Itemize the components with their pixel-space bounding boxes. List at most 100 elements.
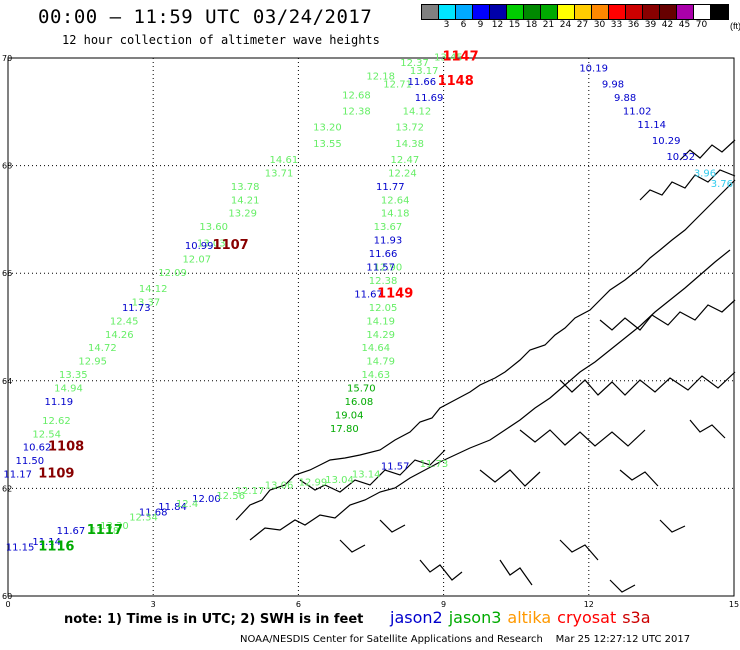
wave-height-value: 19.04 bbox=[335, 410, 364, 421]
x-tick-label: 0 bbox=[5, 600, 10, 609]
wave-height-value: 12.38 bbox=[342, 106, 371, 117]
wave-height-value: 14.61 bbox=[270, 155, 299, 166]
legend-label: 45 bbox=[678, 20, 691, 30]
x-tick-label: 3 bbox=[151, 600, 156, 609]
wave-height-value: 11.17 bbox=[3, 470, 32, 481]
x-tick-label: 9 bbox=[441, 600, 446, 609]
y-tick-label: 62 bbox=[2, 484, 12, 493]
legend-unit: (ft) bbox=[730, 21, 740, 31]
wave-height-value: 11.14 bbox=[637, 120, 666, 131]
legend-label: 18 bbox=[525, 20, 538, 30]
pass-cycle-label: 1148 bbox=[438, 74, 474, 89]
wave-height-value: 11.93 bbox=[374, 236, 403, 247]
wave-height-value: 12.37 bbox=[400, 58, 429, 69]
wave-height-value: 11.02 bbox=[623, 106, 652, 117]
legend-swatch bbox=[626, 5, 643, 19]
map-frame bbox=[7, 57, 735, 597]
wave-height-value: 12.62 bbox=[42, 416, 71, 427]
footnote: note: 1) Time is in UTC; 2) SWH is in fe… bbox=[64, 612, 364, 627]
wave-height-value: 14.21 bbox=[231, 195, 260, 206]
wave-height-value: 13.67 bbox=[374, 222, 403, 233]
wave-height-value: 14.26 bbox=[105, 330, 134, 341]
legend-swatch bbox=[609, 5, 626, 19]
wave-height-value: 11.77 bbox=[376, 182, 405, 193]
legend-label: 12 bbox=[491, 20, 504, 30]
wave-height-value: 12.47 bbox=[391, 155, 420, 166]
x-tick-label: 15 bbox=[729, 600, 739, 609]
wave-height-value: 10.99 bbox=[185, 241, 214, 252]
pass-cycle-label: 1116 bbox=[38, 539, 74, 554]
coastline bbox=[235, 139, 736, 593]
wave-height-value: 13.20 bbox=[313, 123, 342, 134]
wave-height-value: 11.19 bbox=[44, 397, 73, 408]
wave-height-value: 14.79 bbox=[366, 357, 395, 368]
legend-label: 70 bbox=[695, 20, 708, 30]
wave-height-value: 12.71 bbox=[383, 80, 412, 91]
wave-height-value: 12.90 bbox=[374, 263, 403, 274]
legend-labels: 3 6 9 12 15 18 21 24 27 30 33 36 39 42 45 70 bbox=[421, 20, 729, 30]
wave-height-value: 12.54 bbox=[32, 429, 61, 440]
wave-height-value: 12.07 bbox=[182, 254, 211, 265]
wave-height-value: 14.72 bbox=[88, 343, 117, 354]
legend-label: 3 bbox=[443, 20, 450, 30]
wave-height-value: 13.60 bbox=[199, 222, 228, 233]
pass-cycle-label: 1117 bbox=[87, 523, 123, 538]
wave-height-value: 11.67 bbox=[57, 526, 86, 537]
wave-height-value: 11.66 bbox=[407, 77, 436, 88]
wave-height-value: 10.62 bbox=[23, 443, 52, 454]
wave-height-value: 13.71 bbox=[265, 168, 294, 179]
wave-height-value: 10.29 bbox=[652, 136, 681, 147]
wave-height-value: 11.57 bbox=[366, 263, 395, 274]
wave-height-value: 12.09 bbox=[158, 268, 187, 279]
wave-height-value: 14.63 bbox=[362, 370, 391, 381]
wave-height-value: 11.69 bbox=[415, 93, 444, 104]
legend-label: 42 bbox=[661, 20, 674, 30]
legend-swatch bbox=[711, 5, 728, 19]
wave-height-value: 12.45 bbox=[110, 316, 139, 327]
legend-label: 6 bbox=[460, 20, 467, 30]
legend-label: 36 bbox=[627, 20, 640, 30]
wave-height-value: 14.12 bbox=[139, 284, 168, 295]
wave-height-value: 13.35 bbox=[59, 370, 88, 381]
legend-swatch bbox=[507, 5, 524, 19]
wave-height-value: 13.37 bbox=[132, 297, 161, 308]
satellite-label: altika bbox=[507, 608, 552, 627]
page-title: 00:00 – 11:59 UTC 03/24/2017 bbox=[38, 6, 373, 28]
wave-height-value: 13.29 bbox=[228, 209, 257, 220]
pass-cycle-label: 1147 bbox=[442, 50, 478, 65]
legend-swatch bbox=[490, 5, 507, 19]
legend-swatch bbox=[558, 5, 575, 19]
wave-height-value: 12.56 bbox=[216, 491, 245, 502]
wave-height-value: 17.80 bbox=[330, 424, 359, 435]
wave-height-value: 10.19 bbox=[579, 63, 608, 74]
wave-height-value: 12.4 bbox=[176, 499, 198, 510]
wave-height-value: 13.45 bbox=[434, 53, 463, 64]
wave-height-value: 11.68 bbox=[139, 507, 168, 518]
legend-label: 39 bbox=[644, 20, 657, 30]
legend-swatch bbox=[592, 5, 609, 19]
wave-height-value: 14.29 bbox=[366, 330, 395, 341]
legend-label: 15 bbox=[508, 20, 521, 30]
pass-cycle-label: 1109 bbox=[38, 467, 74, 482]
wave-height-value: 10.52 bbox=[666, 152, 695, 163]
legend-label: 27 bbox=[576, 20, 589, 30]
y-tick-label: 70 bbox=[2, 54, 12, 63]
wave-height-value: 12.99 bbox=[299, 478, 328, 489]
wave-height-value: 14.18 bbox=[381, 209, 410, 220]
legend-swatch bbox=[456, 5, 473, 19]
wave-height-value: 12.38 bbox=[369, 276, 398, 287]
wave-height-value: 12.78 bbox=[90, 526, 119, 537]
wave-height-value: 11.57 bbox=[381, 462, 410, 473]
legend-swatch bbox=[677, 5, 694, 19]
legend-swatch bbox=[473, 5, 490, 19]
wave-height-value: 13.78 bbox=[231, 182, 260, 193]
legend-swatch bbox=[660, 5, 677, 19]
legend-swatches bbox=[421, 4, 729, 20]
credit-line: NOAA/NESDIS Center for Satellite Applica… bbox=[240, 634, 691, 645]
wave-height-value: 11.66 bbox=[369, 249, 398, 260]
wave-height-value: 13.17 bbox=[410, 66, 439, 77]
x-tick-label: 6 bbox=[296, 600, 301, 609]
pass-cycle-label: 1149 bbox=[377, 286, 413, 301]
wave-height-value: 13.04 bbox=[325, 475, 354, 486]
wave-height-value: 15.70 bbox=[347, 384, 376, 395]
